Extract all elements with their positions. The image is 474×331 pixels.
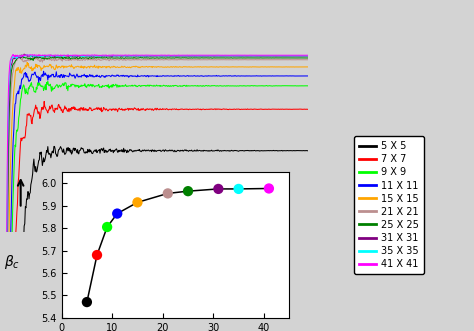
Point <box>113 211 121 216</box>
Point <box>164 191 172 196</box>
Point <box>215 186 222 192</box>
Point <box>103 224 111 230</box>
Point <box>184 189 192 194</box>
Point <box>235 186 242 192</box>
Point <box>83 300 91 305</box>
Point <box>134 200 141 205</box>
Point <box>265 186 273 191</box>
Point <box>93 252 101 258</box>
Text: $\beta_c$: $\beta_c$ <box>3 254 19 271</box>
Legend: 5 X 5, 7 X 7, 9 X 9, 11 X 11, 15 X 15, 21 X 21, 25 X 25, 31 X 31, 35 X 35, 41 X : 5 X 5, 7 X 7, 9 X 9, 11 X 11, 15 X 15, 2… <box>354 136 424 274</box>
